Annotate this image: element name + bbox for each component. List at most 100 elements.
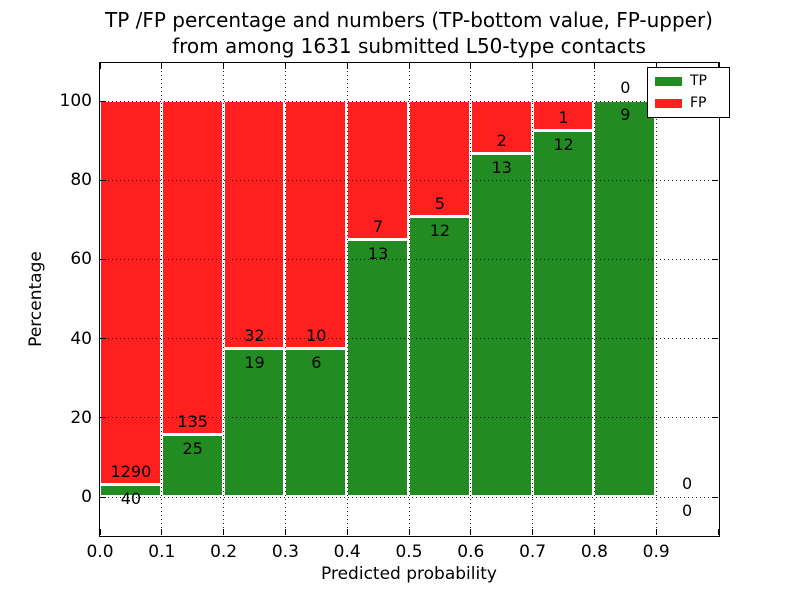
tp-count-label: 9: [620, 105, 631, 124]
x-tick-mark: [346, 63, 348, 69]
fp-bar-segment: [470, 101, 532, 153]
x-axis-label: Predicted probability: [321, 564, 497, 584]
legend-entry-fp: FP: [655, 96, 722, 111]
fp-count-label: 7: [373, 216, 384, 236]
fp-count-label: 0: [620, 78, 631, 97]
fp-count-label: 2: [496, 130, 507, 150]
fp-count-label: 5: [434, 194, 445, 214]
y-tick-label: 20: [70, 407, 92, 428]
x-tick-mark: [223, 63, 225, 69]
y-tick-label: 40: [70, 328, 92, 349]
vertical-gridline: [223, 63, 225, 535]
tp-count-label: 13: [491, 157, 512, 177]
y-tick-label: 100: [59, 91, 92, 111]
x-tick-mark: [99, 529, 101, 535]
x-tick-label: 0.8: [580, 542, 608, 562]
y-tick-label: 80: [70, 170, 92, 191]
x-tick-mark: [99, 63, 101, 69]
x-tick-mark: [470, 63, 472, 69]
vertical-gridline: [532, 63, 534, 535]
x-tick-label: 0.3: [271, 542, 299, 562]
vertical-gridline: [593, 63, 595, 535]
tp-count-label: 13: [367, 243, 389, 263]
horizontal-gridline: [100, 417, 718, 419]
x-tick-mark: [408, 63, 410, 69]
legend-label-fp: FP: [690, 95, 707, 111]
legend: TP FP: [647, 67, 730, 118]
x-tick-label: 0.5: [395, 542, 423, 562]
x-tick-label: 0.1: [148, 542, 176, 562]
y-tick-mark: [712, 258, 718, 260]
tp-bar-segment: [100, 485, 161, 496]
chart-title-line1: TP /FP percentage and numbers (TP-bottom…: [105, 8, 713, 32]
y-tick-mark: [100, 338, 106, 340]
vertical-gridline: [408, 63, 410, 535]
fp-bar-segment: [223, 101, 285, 349]
fp-bar-segment: [347, 101, 408, 239]
fp-count-label: 135: [177, 412, 208, 432]
x-tick-mark: [408, 529, 410, 535]
legend-entry-tp: TP: [655, 74, 722, 89]
x-tick-label: 0.4: [333, 542, 361, 562]
y-tick-mark: [100, 417, 106, 419]
fp-bar-segment: [100, 101, 161, 485]
vertical-gridline: [655, 63, 657, 535]
fp-bar-segment: [532, 101, 594, 131]
y-tick-mark: [712, 179, 718, 181]
fp-bar-segment: [161, 101, 223, 435]
tp-bar-segment: [470, 153, 532, 496]
x-tick-mark: [223, 529, 225, 535]
vertical-gridline: [284, 63, 286, 535]
tp-count-label: 12: [429, 221, 451, 241]
x-tick-mark: [593, 63, 595, 69]
x-tick-label: 0.9: [642, 542, 670, 562]
chart-title: TP /FP percentage and numbers (TP-bottom…: [100, 7, 718, 59]
y-tick-mark: [100, 496, 106, 498]
tp-color-swatch: [655, 77, 682, 86]
y-tick-mark: [100, 100, 106, 102]
x-tick-mark: [346, 529, 348, 535]
y-tick-label: 0: [81, 487, 92, 507]
y-tick-mark: [712, 496, 718, 498]
y-tick-label: 60: [70, 249, 92, 270]
x-tick-mark: [532, 63, 534, 69]
horizontal-gridline: [100, 100, 718, 102]
x-tick-mark: [161, 529, 163, 535]
x-tick-label: 0.6: [457, 542, 485, 562]
x-tick-mark: [717, 63, 719, 69]
fp-count-label: 32: [244, 326, 265, 346]
y-tick-mark: [712, 338, 718, 340]
plot-area: 1290 40 135 25 32 19 10 6 7 13 5 12 2 13 1 12 0 9 0 0 TP FP: [98, 61, 730, 537]
chart-title-line2: from among 1631 submitted L50-type conta…: [172, 34, 646, 58]
horizontal-gridline: [100, 496, 718, 498]
x-tick-mark: [717, 529, 719, 535]
vertical-gridline: [470, 63, 472, 535]
tp-bar-segment: [223, 349, 285, 496]
fp-count-label: 1: [558, 108, 569, 128]
y-tick-mark: [100, 179, 106, 181]
y-tick-mark: [100, 258, 106, 260]
x-tick-mark: [161, 63, 163, 69]
x-tick-mark: [532, 529, 534, 535]
y-tick-mark: [712, 417, 718, 419]
fp-count-label: 0: [682, 474, 693, 493]
x-tick-label: 0.0: [86, 542, 114, 562]
fp-color-swatch: [655, 99, 682, 108]
tp-bar-segment: [285, 348, 347, 496]
fp-bar-segment: [409, 101, 470, 217]
fp-count-label: 10: [306, 325, 327, 345]
x-tick-mark: [284, 529, 286, 535]
x-tick-mark: [284, 63, 286, 69]
tp-count-label: 12: [553, 135, 574, 155]
tp-count-label: 40: [120, 489, 142, 509]
x-tick-mark: [470, 529, 472, 535]
tp-count-label: 6: [311, 352, 322, 372]
legend-label-tp: TP: [690, 73, 707, 89]
tp-bar-segment: [532, 131, 594, 496]
tp-count-label: 25: [182, 439, 203, 459]
tp-count-label: 0: [682, 501, 693, 520]
x-tick-label: 0.2: [210, 542, 238, 562]
horizontal-gridline: [100, 179, 718, 181]
x-tick-label: 0.7: [519, 542, 547, 562]
